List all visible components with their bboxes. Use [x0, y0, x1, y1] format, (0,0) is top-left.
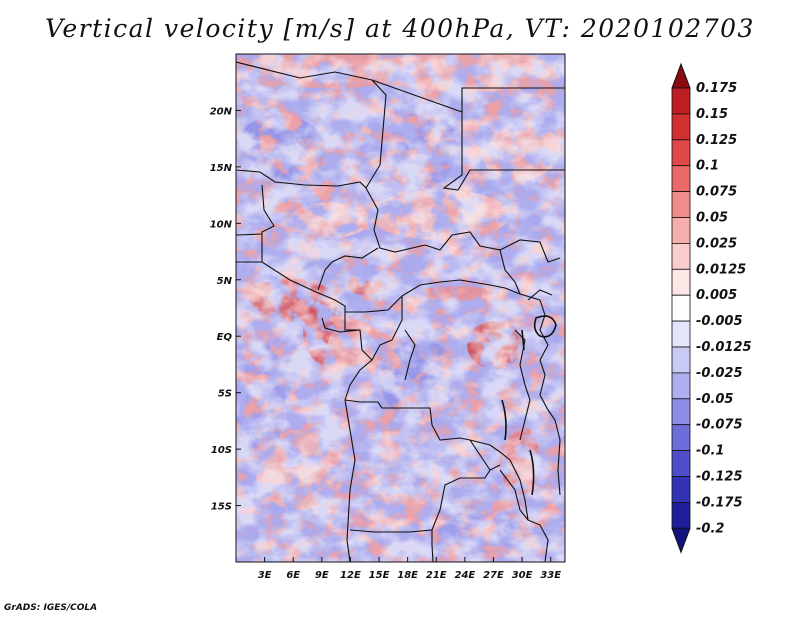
colorbar-box: [671, 372, 691, 400]
y-tick-label: 5N: [217, 276, 233, 287]
colorbar-label: -0.2: [696, 521, 724, 536]
y-tick-label: 15N: [210, 163, 233, 174]
colorbar-label: -0.125: [696, 470, 743, 485]
colorbar-labels: 0.175 0.15 0.125 0.1 0.075 0.05 0.025 0.0125 0.0…: [696, 81, 752, 536]
colorbar-box: [671, 424, 691, 452]
colorbar-label: 0.025: [696, 236, 737, 251]
y-tick-label: EQ: [217, 332, 233, 343]
x-tick-label: 12E: [340, 570, 361, 581]
colorbar-box: [671, 87, 691, 115]
colorbar-label: 0.05: [696, 211, 728, 226]
colorbar-label: -0.0125: [696, 340, 752, 355]
x-tick-label: 9E: [315, 570, 329, 581]
colorbar-top-cap: [671, 62, 691, 89]
colorbar-label: 0.0125: [696, 262, 746, 277]
x-tick-label: 15E: [369, 570, 390, 581]
x-tick-label: 3E: [258, 570, 272, 581]
colorbar-bottom-cap: [671, 527, 691, 554]
colorbar-boxes: [671, 62, 691, 554]
vertical-velocity-field: [236, 54, 565, 562]
colorbar-label: -0.05: [696, 392, 733, 407]
colorbar-box: [671, 113, 691, 141]
colorbar-label: -0.075: [696, 418, 743, 433]
colorbar-box: [671, 139, 691, 167]
colorbar-box: [671, 217, 691, 244]
x-tick-label: 30E: [512, 570, 533, 581]
colorbar-box: [671, 165, 691, 192]
colorbar-box: [671, 346, 691, 374]
chart-title: Vertical velocity [m/s] at 400hPa, VT: 2…: [45, 14, 755, 43]
colorbar-label: 0.075: [696, 185, 737, 200]
x-tick-label: 21E: [426, 570, 447, 581]
x-tick-label: 6E: [286, 570, 300, 581]
axis-ticks: 3E 6E 9E 12E 15E 18E 21E 24E 27E 30E 33E 20N 15N 10N 5…: [210, 106, 562, 581]
colorbar-box: [671, 294, 691, 322]
colorbar-box: [671, 450, 691, 477]
colorbar-box: [671, 320, 691, 348]
lakes: [501, 315, 557, 496]
plot-frame: [235, 53, 566, 563]
y-tick-label: 20N: [210, 106, 233, 117]
colorbar-label: -0.1: [696, 444, 724, 459]
colorbar-box: [671, 476, 691, 503]
x-tick-label: 33E: [540, 570, 561, 581]
colorbar-label: -0.175: [696, 495, 743, 510]
colorbar-box: [671, 242, 691, 270]
colorbar-box: [671, 191, 691, 218]
colorbar-label: 0.125: [696, 133, 737, 148]
country-borders: [236, 61, 565, 562]
x-tick-label: 27E: [483, 570, 504, 581]
x-tick-label: 18E: [397, 570, 418, 581]
colorbar-label: 0.15: [696, 107, 728, 122]
colorbar-label: -0.025: [696, 366, 743, 381]
colorbar-box: [671, 501, 691, 529]
colorbar-box: [671, 398, 691, 426]
colorbar-label: 0.1: [696, 159, 719, 174]
grads-credit: GrADS: IGES/COLA: [4, 603, 98, 613]
x-tick-label: 24E: [454, 570, 475, 581]
colorbar-label: -0.005: [696, 314, 743, 329]
y-tick-label: 10S: [211, 445, 232, 456]
y-tick-label: 15S: [211, 502, 232, 513]
colorbar-box: [671, 268, 691, 296]
y-tick-label: 10N: [210, 219, 233, 230]
colorbar-label: 0.005: [696, 288, 737, 303]
y-tick-label: 5S: [218, 389, 232, 400]
colorbar-label: 0.175: [696, 81, 737, 96]
